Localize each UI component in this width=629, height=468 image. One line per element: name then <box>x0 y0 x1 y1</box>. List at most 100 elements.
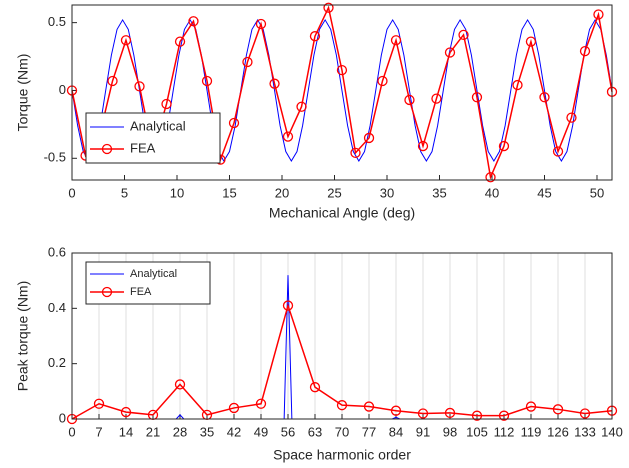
x-tick-label: 21 <box>146 424 160 439</box>
x-tick-label: 15 <box>222 185 236 200</box>
data-point <box>201 75 213 87</box>
legend-marker <box>101 143 113 155</box>
x-tick-label: 20 <box>275 185 289 200</box>
data-point <box>107 75 118 87</box>
x-tick-label: 49 <box>254 424 268 439</box>
x-tick-label: 91 <box>416 424 430 439</box>
data-point <box>309 31 321 42</box>
legend-label: FEA <box>130 286 152 298</box>
data-point <box>404 94 415 106</box>
data-point <box>93 398 105 409</box>
data-point <box>417 140 429 152</box>
x-tick-label: 42 <box>227 424 241 439</box>
x-tick-label: 7 <box>95 424 102 439</box>
axes-box <box>71 252 613 420</box>
data-point <box>579 45 591 57</box>
data-point <box>471 410 483 421</box>
data-point <box>161 98 172 110</box>
x-tick-label: 30 <box>380 185 394 200</box>
data-point <box>296 101 307 112</box>
data-point <box>552 146 564 157</box>
x-axis-label: Space harmonic order <box>273 447 411 463</box>
data-point <box>539 92 550 103</box>
data-point <box>552 404 564 415</box>
data-point <box>228 402 240 414</box>
data-point <box>444 47 456 58</box>
data-point <box>525 401 537 412</box>
y-tick-label: 0.6 <box>48 244 66 259</box>
y-axis-label: Torque (Nm) <box>15 54 31 132</box>
data-point <box>363 132 375 144</box>
legend-label: Analytical <box>130 268 177 280</box>
x-tick-label: 40 <box>485 185 499 200</box>
x-tick-label: 0 <box>68 185 75 200</box>
data-point <box>120 406 132 418</box>
data-point <box>188 16 199 27</box>
x-tick-label: 0 <box>68 424 75 439</box>
x-tick-label: 50 <box>590 185 604 200</box>
x-axis-label: Mechanical Angle (deg) <box>269 205 415 221</box>
data-point <box>566 112 577 123</box>
x-tick-label: 45 <box>537 185 551 200</box>
series-line <box>71 302 613 420</box>
x-tick-label: 98 <box>443 424 457 439</box>
data-point <box>282 300 294 311</box>
data-point <box>120 35 132 46</box>
data-point <box>363 401 375 412</box>
data-point <box>269 78 280 89</box>
y-tick-label: 0 <box>59 82 66 97</box>
x-tick-label: 63 <box>308 424 322 439</box>
legend-marker <box>101 286 113 298</box>
x-tick-label: 35 <box>432 185 446 200</box>
data-point <box>485 172 496 183</box>
data-point <box>417 408 429 419</box>
y-tick-label: -0.5 <box>44 150 66 165</box>
data-point <box>255 398 267 409</box>
x-tick-label: 119 <box>521 424 542 439</box>
data-point <box>390 405 402 416</box>
data-point <box>512 79 523 91</box>
data-point <box>498 140 510 152</box>
axes-box <box>71 4 613 181</box>
data-point <box>282 131 294 142</box>
legend-label: Analytical <box>130 118 186 133</box>
x-tick-label: 10 <box>170 185 184 200</box>
legend-box <box>85 112 221 164</box>
data-point <box>350 147 361 159</box>
y-tick-label: 0 <box>59 410 66 425</box>
data-point <box>336 400 348 411</box>
data-point <box>458 29 469 40</box>
x-tick-label: 5 <box>121 185 128 200</box>
y-axis-label: Peak torque (Nm) <box>15 281 31 391</box>
data-point <box>498 410 510 421</box>
x-tick-label: 25 <box>327 185 341 200</box>
data-point <box>323 2 334 13</box>
data-point <box>390 35 402 46</box>
x-tick-label: 133 <box>574 424 596 439</box>
x-tick-label: 112 <box>494 424 515 439</box>
data-point <box>174 379 186 390</box>
x-tick-label: 126 <box>547 424 569 439</box>
data-point <box>309 382 321 393</box>
data-point <box>174 36 186 47</box>
data-point <box>525 36 537 47</box>
data-point <box>593 9 604 20</box>
x-tick-label: 70 <box>335 424 349 439</box>
x-tick-label: 105 <box>466 424 488 439</box>
data-point <box>431 93 442 104</box>
data-point <box>377 75 388 87</box>
y-tick-label: 0.2 <box>48 355 66 370</box>
x-tick-label: 84 <box>389 424 403 439</box>
data-point <box>579 408 591 419</box>
x-tick-label: 56 <box>281 424 295 439</box>
data-point <box>228 117 240 129</box>
data-point <box>444 407 456 419</box>
data-point <box>134 81 145 92</box>
x-tick-label: 14 <box>119 424 133 439</box>
y-tick-label: 0.4 <box>48 300 66 315</box>
x-tick-label: 140 <box>601 424 623 439</box>
x-tick-label: 77 <box>362 424 376 439</box>
legend-label: FEA <box>130 140 156 155</box>
x-tick-label: 35 <box>200 424 214 439</box>
